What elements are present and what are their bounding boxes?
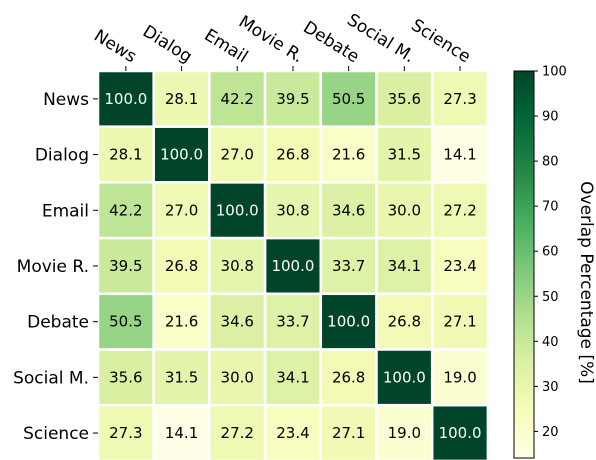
colorbar-tick-label: 30 <box>542 380 559 395</box>
heatmap-cell <box>375 236 434 296</box>
cell-value-label: 26.8 <box>332 368 365 386</box>
cell-value-label: 30.0 <box>388 201 421 219</box>
heatmap-cell <box>152 181 211 240</box>
colorbar-tick-label: 100 <box>542 65 567 80</box>
cell-value-label: 19.0 <box>388 424 421 442</box>
heatmap-cells: 100.0 28.1 42.2 39.5 50.5 35.6 27.3 28.1 100.0 27… <box>96 69 490 460</box>
colorbar-tick-label: 50 <box>542 290 559 305</box>
cell-value-label: 30.8 <box>276 201 309 219</box>
cell-value-label: 34.6 <box>221 313 254 331</box>
cell-value-label: 100.0 <box>104 90 147 108</box>
cell-value-label: 39.5 <box>276 90 309 108</box>
cell-value-label: 50.5 <box>332 90 365 108</box>
heatmap-cell <box>208 292 267 351</box>
cell-value-label: 21.6 <box>165 313 198 331</box>
y-tick-label: Dialog <box>35 146 89 166</box>
x-tick-label: News <box>90 26 140 67</box>
heatmap-cell <box>208 125 267 184</box>
heatmap-cell <box>430 403 490 460</box>
heatmap-cell <box>152 348 211 407</box>
cell-value-label: 35.6 <box>388 90 421 108</box>
cell-value-label: 42.2 <box>109 201 142 219</box>
cell-value-label: 100.0 <box>160 146 203 164</box>
colorbar-ticks: 20 30 40 50 60 70 80 90 100 <box>534 65 567 440</box>
cell-value-label: 34.1 <box>276 368 309 386</box>
cell-value-label: 33.7 <box>276 313 309 331</box>
cell-value-label: 39.5 <box>109 257 142 275</box>
cell-value-label: 21.6 <box>332 146 365 164</box>
heatmap-cell <box>208 181 267 240</box>
cell-value-label: 100.0 <box>439 424 482 442</box>
heatmap-cell <box>96 292 155 351</box>
cell-value-label: 14.1 <box>165 424 198 442</box>
heatmap-cell <box>375 181 434 240</box>
heatmap-cell <box>208 403 267 460</box>
cell-value-label: 31.5 <box>388 146 421 164</box>
colorbar-gradient <box>513 70 535 459</box>
cell-value-label: 14.1 <box>443 146 476 164</box>
y-tick-label: News <box>43 90 89 110</box>
cell-value-label: 42.2 <box>221 90 254 108</box>
cell-value-label: 23.4 <box>443 257 476 275</box>
cell-value-label: 100.0 <box>383 368 426 386</box>
colorbar-tick-label: 80 <box>542 155 559 170</box>
cell-value-label: 27.1 <box>332 424 365 442</box>
cell-value-label: 28.1 <box>165 90 198 108</box>
colorbar-tick-label: 60 <box>542 245 559 260</box>
y-tick-label: Social M. <box>13 368 89 388</box>
cell-value-label: 27.0 <box>221 146 254 164</box>
cell-value-label: 34.6 <box>332 201 365 219</box>
colorbar-tick-label: 90 <box>542 110 559 125</box>
cell-value-label: 28.1 <box>109 146 142 164</box>
cell-value-label: 27.2 <box>221 424 254 442</box>
cell-value-label: 27.3 <box>109 424 142 442</box>
cell-value-label: 27.0 <box>165 201 198 219</box>
cell-value-label: 34.1 <box>388 257 421 275</box>
cell-value-label: 27.2 <box>443 201 476 219</box>
y-tick-marks <box>93 98 98 434</box>
cell-value-label: 27.1 <box>443 313 476 331</box>
colorbar-tick-label: 20 <box>542 425 559 440</box>
colorbar-tick-label: 70 <box>542 200 559 215</box>
x-tick-label: Science <box>408 15 474 67</box>
heatmap-cell <box>430 125 490 184</box>
cell-value-label: 30.8 <box>221 257 254 275</box>
cell-value-label: 100.0 <box>327 313 370 331</box>
cell-value-label: 30.0 <box>221 368 254 386</box>
heatmap-cell <box>96 348 155 407</box>
y-tick-label: Science <box>23 424 89 444</box>
x-tick-marks <box>125 66 461 71</box>
cell-value-label: 19.0 <box>443 368 476 386</box>
cell-value-label: 27.3 <box>443 90 476 108</box>
cell-value-label: 31.5 <box>165 368 198 386</box>
y-tick-label: Movie R. <box>17 257 89 277</box>
cell-value-label: 100.0 <box>271 257 314 275</box>
cell-value-label: 23.4 <box>276 424 309 442</box>
heatmap-cell <box>152 236 211 296</box>
y-tick-label: Debate <box>27 313 89 333</box>
y-tick-label: Email <box>42 201 89 221</box>
cell-value-label: 50.5 <box>109 313 142 331</box>
y-axis-tick-labels: News Dialog Email Movie R. Debate Social M. Sc… <box>13 90 89 444</box>
heatmap-cell <box>96 236 155 296</box>
heatmap-cell <box>319 181 378 240</box>
cell-value-label: 26.8 <box>165 257 198 275</box>
cell-value-label: 100.0 <box>216 201 259 219</box>
cell-value-label: 26.8 <box>388 313 421 331</box>
cell-value-label: 35.6 <box>109 368 142 386</box>
cell-value-label: 33.7 <box>332 257 365 275</box>
colorbar-tick-label: 40 <box>542 335 559 350</box>
heatmap-cell <box>319 125 378 184</box>
cell-value-label: 26.8 <box>276 146 309 164</box>
x-tick-label: Dialog <box>139 22 196 68</box>
colorbar: 20 30 40 50 60 70 80 90 100 Overlap Percentage [… <box>513 65 596 459</box>
colorbar-label: Overlap Percentage [%] <box>576 181 596 384</box>
